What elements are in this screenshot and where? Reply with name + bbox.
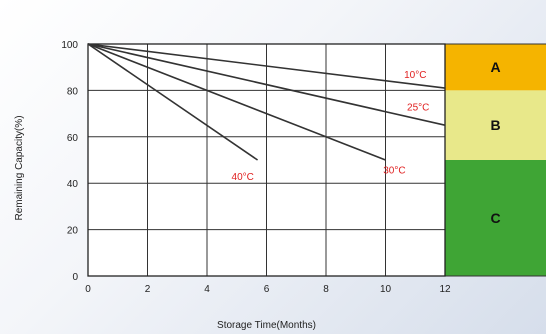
x-tick-label: 10: [380, 284, 392, 295]
zone-a: [445, 44, 546, 91]
x-axis-label: Storage Time(Months): [217, 320, 316, 331]
y-tick-label: 40: [67, 179, 79, 190]
series-layer: 10°C 25°C 30°C 40°C: [87, 43, 446, 183]
y-axis-label: Remaining Capacity(%): [14, 115, 25, 220]
series-label-2: 25°C: [407, 103, 429, 114]
x-tick-label: 0: [85, 284, 91, 295]
y-tick-label: 60: [67, 133, 79, 144]
zone-label-c: C: [490, 210, 500, 226]
series-line-4: [87, 43, 259, 161]
x-tick-label: 4: [204, 284, 210, 295]
zone-c: [445, 160, 546, 276]
series-line-1: [87, 43, 446, 89]
y-tick-label: 80: [67, 86, 79, 97]
y-tick-label: 20: [67, 226, 79, 237]
series-line-3: [87, 43, 386, 161]
series-label-4: 40°C: [232, 172, 254, 183]
zone-label-a: A: [490, 59, 500, 75]
x-tick-label: 8: [323, 284, 329, 295]
x-tick-label: 6: [264, 284, 270, 295]
plot-frame: [87, 43, 446, 277]
y-tick-label: 0: [72, 272, 78, 283]
zones-layer: A B C: [445, 43, 546, 277]
x-tick-label: 12: [439, 284, 451, 295]
y-tick-label: 100: [61, 40, 78, 51]
grid-layer: [87, 43, 446, 277]
series-line-2: [87, 43, 446, 126]
x-tick-label: 2: [145, 284, 151, 295]
zone-label-b: B: [490, 117, 500, 133]
zone-b: [445, 90, 546, 160]
series-label-3: 30°C: [383, 165, 405, 176]
series-label-1: 10°C: [404, 70, 426, 81]
ticks-layer: 0 2 4 6 8 10 12 0 20 40 60 80 100: [61, 40, 451, 295]
